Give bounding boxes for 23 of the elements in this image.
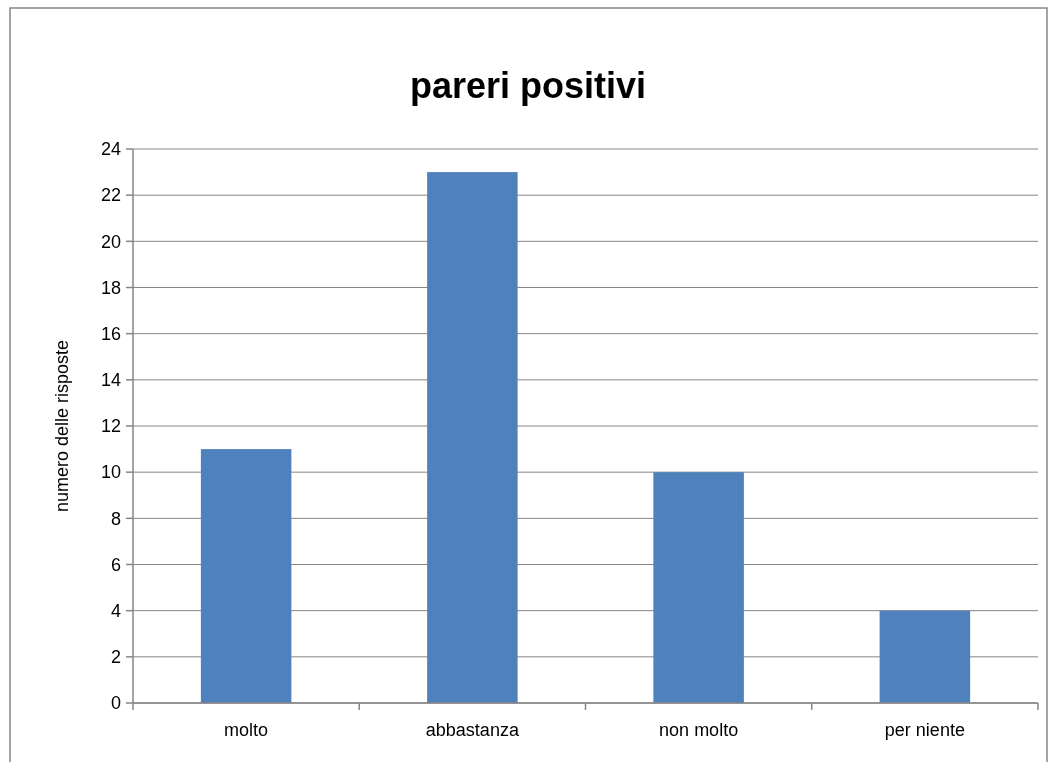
y-tick-label: 4 — [110, 600, 121, 621]
y-tick-label: 24 — [100, 139, 121, 160]
bar — [653, 472, 744, 703]
y-tick-label: 18 — [100, 277, 121, 298]
y-tick-label: 12 — [100, 416, 121, 437]
x-tick-label: molto — [224, 720, 269, 740]
y-tick-label: 14 — [100, 370, 121, 391]
bar — [879, 610, 971, 703]
chart-title: pareri positivi — [409, 65, 647, 106]
y-tick-label: 2 — [110, 647, 121, 668]
bar — [427, 172, 518, 703]
y-tick-label: 0 — [110, 693, 121, 714]
y-tick-label: 22 — [100, 185, 121, 206]
y-tick-label: 16 — [100, 323, 121, 344]
y-tick-label: 8 — [110, 508, 121, 529]
y-tick-label: 6 — [110, 554, 121, 575]
x-tick-label: non molto — [659, 720, 739, 740]
y-tick-label: 20 — [100, 231, 121, 252]
bar — [200, 449, 292, 703]
y-axis-title: numero delle risposte — [52, 339, 72, 513]
x-tick-label: abbastanza — [425, 720, 520, 740]
x-tick-label: per niente — [884, 720, 965, 740]
y-tick-label: 10 — [100, 462, 121, 483]
